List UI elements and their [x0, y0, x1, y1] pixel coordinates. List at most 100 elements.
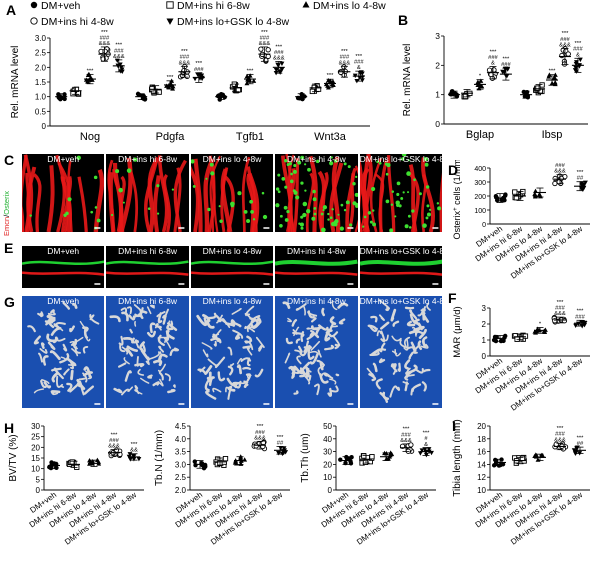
micrograph: DM+ins lo+GSK lo 4-8w	[359, 296, 442, 408]
significance-label: ##	[577, 176, 584, 182]
data-point	[348, 461, 354, 466]
data-point	[156, 89, 162, 95]
significance-label: ***	[490, 49, 498, 55]
image-group-label: DM+ins lo 4-8w	[202, 246, 262, 256]
data-point	[369, 454, 375, 460]
significance-label: ***	[167, 75, 175, 81]
micrograph: DM+ins lo+GSK lo 4-8w	[359, 154, 442, 232]
x-category-label: Bglap	[466, 129, 494, 141]
data-point	[89, 77, 95, 82]
legend-marker	[30, 17, 38, 25]
significance-label: ###	[194, 67, 204, 73]
data-point	[265, 47, 271, 53]
significance-label: ###	[501, 62, 511, 68]
significance-label: &&&	[254, 435, 266, 441]
significance-label: &	[576, 52, 580, 58]
data-point	[168, 80, 174, 86]
micrograph: DM+ins hi 4-8w	[275, 154, 358, 232]
panel-letter-h: H	[4, 420, 15, 436]
data-point	[85, 79, 90, 84]
panel-letter-e: E	[4, 240, 14, 256]
data-point	[184, 73, 190, 80]
y-axis-label: MAR (μm/d)	[452, 306, 463, 357]
data-point	[338, 69, 344, 76]
data-point	[491, 67, 497, 73]
legend-marker	[166, 1, 174, 9]
data-point	[273, 67, 279, 73]
y-tick-label: 20	[31, 443, 40, 452]
y-tick-label: 3.0	[35, 34, 47, 43]
y-tick-label: 10	[477, 486, 486, 495]
data-point	[501, 338, 506, 344]
data-point	[328, 78, 333, 83]
significance-label: ***	[101, 30, 109, 36]
significance-label: ***	[503, 57, 511, 63]
y-tick-label: 12	[477, 473, 486, 482]
significance-label: ###	[573, 47, 583, 53]
data-point	[388, 450, 394, 455]
y-tick-label: 200	[474, 194, 486, 201]
significance-label: &&&	[259, 41, 271, 47]
legend-label: DM+ins hi 4-8w	[41, 16, 114, 28]
image-group-label: DM+ins lo 4-8w	[202, 296, 262, 306]
y-axis-label: Rel. mRNA level	[10, 46, 21, 119]
significance-label: ***	[277, 435, 285, 441]
y-tick-label: 10	[323, 473, 332, 482]
figure-legend: DM+veh DM+ins hi 6-8w DM+ins lo 4-8w DM+ins…	[30, 0, 386, 28]
y-tick-label: 0.5	[35, 107, 47, 116]
y-tick-label: 50	[323, 422, 332, 431]
significance-label: ###	[555, 163, 565, 169]
y-axis-label: Tb.Th (um)	[300, 433, 311, 482]
micrograph: DM+ins hi 4-8w	[275, 246, 358, 288]
data-point	[579, 182, 585, 188]
y-tick-label: 10	[31, 465, 40, 474]
micrograph: DM+veh	[22, 246, 105, 288]
y-tick-label: 2.5	[175, 473, 187, 482]
image-group-label: DM+veh	[47, 154, 80, 164]
image-group-label: DM+ins lo 4-8w	[202, 154, 262, 164]
data-point	[338, 457, 343, 462]
image-group-label: DM+ins hi 4-8w	[286, 154, 346, 164]
y-tick-label: 4.0	[175, 435, 187, 444]
legend-marker	[302, 1, 310, 8]
significance-label: ##	[277, 440, 284, 446]
significance-label: ***	[575, 41, 583, 47]
significance-label: ***	[247, 68, 255, 74]
y-tick-label: 1.0	[35, 93, 47, 102]
data-point	[573, 65, 579, 71]
data-point	[417, 451, 423, 456]
data-point	[552, 318, 558, 324]
x-category-label: Pdgfa	[156, 131, 186, 143]
y-tick-label: 2.0	[35, 63, 47, 72]
significance-label: ***	[557, 160, 565, 164]
significance-label: ***	[131, 442, 139, 448]
significance-label: ###	[354, 60, 364, 66]
data-point	[573, 323, 579, 329]
data-point	[170, 86, 176, 91]
significance-label: ***	[195, 61, 203, 67]
data-point	[426, 447, 432, 452]
y-tick-label: 1	[482, 336, 487, 345]
y-axis-label: Osterix+ cells (1/mm2)	[452, 160, 462, 239]
significance-label: &&&	[554, 311, 566, 317]
y-axis-label: BV/TV (%)	[8, 434, 19, 481]
y-tick-label: 1.5	[35, 78, 47, 87]
micrograph: DM+ins hi 6-8w	[106, 246, 189, 288]
data-point	[299, 92, 304, 97]
data-point	[532, 191, 538, 197]
significance-label: &&&	[339, 60, 351, 66]
y-axis-label: Tb.N (1/mm)	[154, 430, 165, 486]
data-point	[192, 459, 198, 464]
significance-label: &&&	[559, 42, 571, 48]
data-point	[127, 452, 133, 457]
panel-e-images: DM+veh DM+ins hi 6-8w DM+ins lo 4-8w DM+ins…	[22, 246, 442, 288]
legend-label: DM+veh	[41, 0, 81, 12]
data-point	[362, 459, 369, 465]
data-point	[251, 78, 257, 83]
significance-label: ##	[577, 441, 584, 447]
chart-h-tbn: 2.02.53.03.54.04.5Tb.N (1/mm)DM+vehDM+in…	[154, 422, 290, 547]
significance-label: ###	[555, 306, 565, 312]
y-tick-label: 3	[482, 304, 487, 313]
panel-letter-c: C	[4, 152, 15, 168]
